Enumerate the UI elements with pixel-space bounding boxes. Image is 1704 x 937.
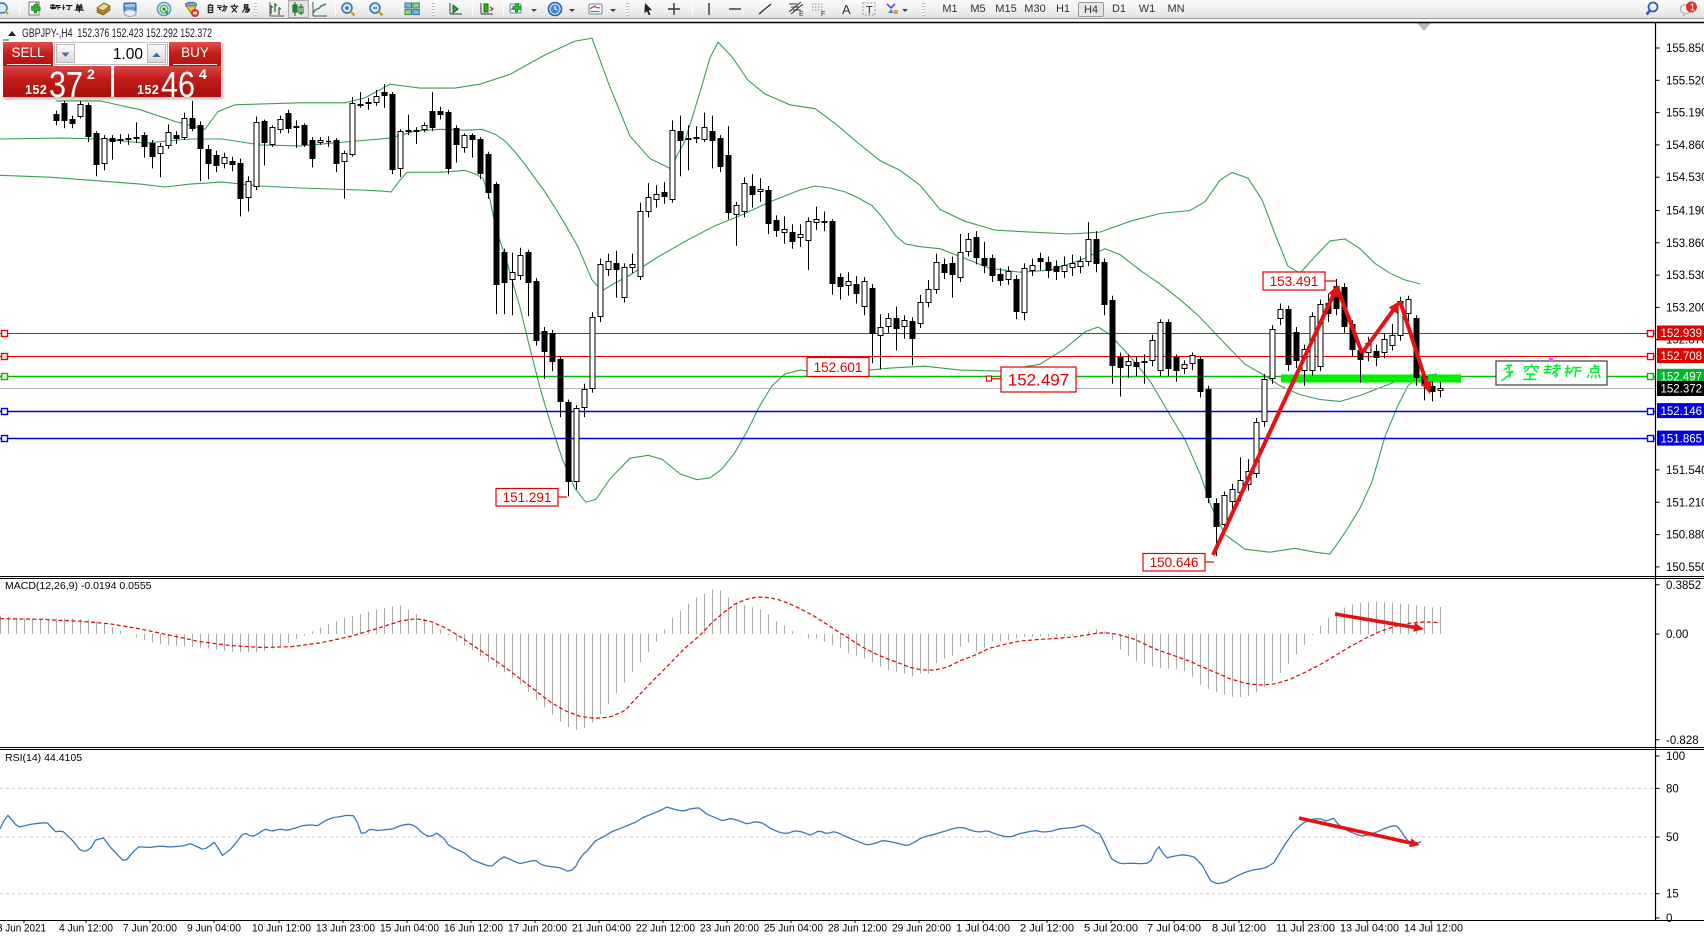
svg-text:154.530: 154.530	[1666, 172, 1704, 184]
svg-text:21 Jun 04:00: 21 Jun 04:00	[572, 923, 631, 935]
svg-text:0.00: 0.00	[1666, 629, 1688, 641]
svg-text:80: 80	[1666, 783, 1679, 795]
svg-text:1 Jul 04:00: 1 Jul 04:00	[956, 923, 1010, 935]
svg-text:E: E	[799, 11, 804, 18]
svg-text:153.491: 153.491	[1270, 274, 1319, 289]
svg-text:155.190: 155.190	[1666, 108, 1704, 120]
svg-text:14 Jul 12:00: 14 Jul 12:00	[1404, 923, 1463, 935]
svg-text:GBPJPY-,H4 152.376 152.423 15: GBPJPY-,H4 152.376 152.423 152.292 152.3…	[22, 27, 212, 40]
svg-text:F: F	[821, 11, 825, 18]
svg-text:152.372: 152.372	[1661, 384, 1703, 396]
svg-text:T: T	[866, 5, 873, 17]
svg-text:151.540: 151.540	[1666, 465, 1704, 477]
svg-text:153.200: 153.200	[1666, 302, 1704, 314]
svg-text:7 Jun 20:00: 7 Jun 20:00	[123, 923, 177, 935]
svg-text:4 Jun 12:00: 4 Jun 12:00	[59, 923, 113, 935]
svg-text:13 Jun 23:00: 13 Jun 23:00	[316, 923, 375, 935]
svg-text:13 Jul 04:00: 13 Jul 04:00	[1340, 923, 1399, 935]
svg-text:153.860: 153.860	[1666, 238, 1704, 250]
svg-text:15: 15	[1666, 889, 1679, 901]
svg-text:8 Jul 12:00: 8 Jul 12:00	[1212, 923, 1266, 935]
svg-text:11 Jul 23:00: 11 Jul 23:00	[1276, 923, 1335, 935]
svg-text:154.190: 154.190	[1666, 206, 1704, 218]
svg-text:151.865: 151.865	[1661, 433, 1703, 445]
svg-text:23 Jun 20:00: 23 Jun 20:00	[700, 923, 759, 935]
svg-text:3 Jun 2021: 3 Jun 2021	[0, 923, 46, 935]
svg-text:17 Jun 20:00: 17 Jun 20:00	[508, 923, 567, 935]
svg-text:5 Jul 20:00: 5 Jul 20:00	[1084, 923, 1138, 935]
svg-text:152.601: 152.601	[814, 360, 863, 375]
svg-text:151.210: 151.210	[1666, 497, 1704, 509]
svg-text:155.520: 155.520	[1666, 75, 1704, 87]
svg-text:153.530: 153.530	[1666, 270, 1704, 282]
svg-text:-0.828: -0.828	[1666, 735, 1699, 747]
svg-text:152.497: 152.497	[1008, 371, 1069, 390]
svg-text:29 Jun 20:00: 29 Jun 20:00	[892, 923, 951, 935]
svg-text:152.497: 152.497	[1661, 372, 1703, 384]
svg-text:100: 100	[1666, 751, 1685, 763]
svg-text:152.939: 152.939	[1661, 328, 1703, 340]
svg-text:22 Jun 12:00: 22 Jun 12:00	[636, 923, 695, 935]
svg-text:15 Jun 04:00: 15 Jun 04:00	[380, 923, 439, 935]
svg-text:2 Jul 12:00: 2 Jul 12:00	[1020, 923, 1074, 935]
svg-text:152.708: 152.708	[1661, 351, 1703, 363]
svg-text:151.291: 151.291	[503, 490, 552, 505]
svg-text:50: 50	[1666, 832, 1679, 844]
svg-text:10 Jun 12:00: 10 Jun 12:00	[252, 923, 311, 935]
svg-text:0.3852: 0.3852	[1666, 580, 1701, 592]
svg-text:150.550: 150.550	[1666, 562, 1704, 574]
svg-text:25 Jun 04:00: 25 Jun 04:00	[764, 923, 823, 935]
svg-text:MACD(12,26,9) -0.0194 0.0555: MACD(12,26,9) -0.0194 0.0555	[5, 580, 152, 592]
svg-text:155.850: 155.850	[1666, 43, 1704, 55]
svg-text:150.880: 150.880	[1666, 530, 1704, 542]
svg-text:7 Jul 04:00: 7 Jul 04:00	[1147, 923, 1201, 935]
svg-text:0: 0	[1666, 913, 1672, 925]
svg-text:154.860: 154.860	[1666, 140, 1704, 152]
svg-text:A: A	[842, 2, 851, 17]
svg-text:1: 1	[1690, 3, 1696, 14]
svg-text:9 Jun 04:00: 9 Jun 04:00	[187, 923, 241, 935]
svg-text:28 Jun 12:00: 28 Jun 12:00	[828, 923, 887, 935]
svg-text:152.146: 152.146	[1661, 406, 1703, 418]
svg-text:150.646: 150.646	[1150, 555, 1199, 570]
svg-text:16 Jun 12:00: 16 Jun 12:00	[444, 923, 503, 935]
svg-text:RSI(14) 44.4105: RSI(14) 44.4105	[5, 752, 82, 764]
